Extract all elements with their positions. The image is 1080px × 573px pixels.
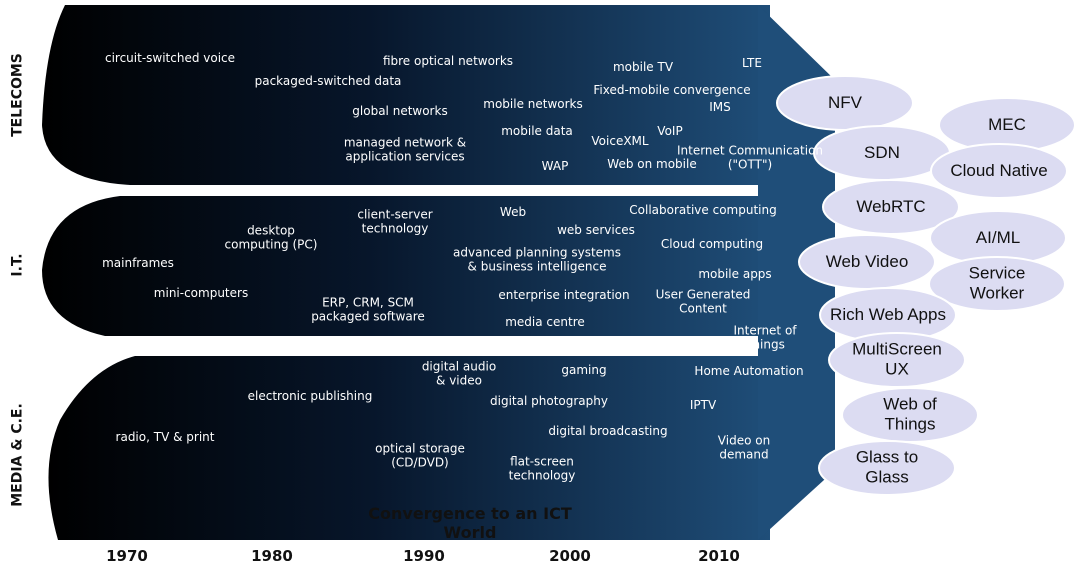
tech-label: AI/ML [975,227,1021,247]
tech-label: Web Video [825,251,909,271]
band-item: mobile networks [483,96,583,111]
band-label: MEDIA & C.E. [9,403,26,507]
band-item: flat-screen technology [508,454,576,483]
tech-label: MultiScreen UX [852,339,942,379]
tech-bubble [822,179,960,235]
band-item: advanced planning systems & business int… [453,245,621,274]
band-item: media centre [505,314,585,329]
band-item: mobile apps [698,266,772,281]
tech-label: WebRTC [856,196,926,216]
arrow-head [758,5,835,540]
band-item: VoIP [657,123,683,138]
band-item: optical storage (CD/DVD) [375,441,465,470]
tech-label: Cloud Native [950,160,1048,180]
tech-bubble [930,143,1068,199]
tech-label: Web of Things [883,394,937,434]
year-label: 2010 [698,547,740,565]
band-item: Internet Communication ("OTT") [676,143,824,172]
tech-bubble [928,256,1066,312]
band-item: fibre optical networks [382,53,514,68]
band-item: digital photography [490,393,608,408]
band-item: radio, TV & print [115,429,215,444]
it-band [42,196,770,336]
band-item: enterprise integration [498,287,630,302]
band-item: Video on demand [717,433,771,462]
band-item: mobile data [501,123,573,138]
band-item: Home Automation [694,363,804,378]
band-item: desktop computing (PC) [224,223,318,252]
year-label: 1990 [403,547,445,565]
band-item: mainframes [102,255,174,270]
band-item: Cloud computing [660,236,764,251]
band-item: LTE [742,55,762,70]
tech-label: Rich Web Apps [830,304,946,324]
band-item: ERP, CRM, SCM packaged software [311,295,425,324]
tech-bubble [818,440,956,496]
media-band [48,356,770,540]
band-item: mobile TV [612,59,674,74]
band-label: TELECOMS [9,53,26,137]
band-item: IMS [709,99,731,114]
tech-label: Service Worker [968,263,1026,303]
band-item: Fixed-mobile convergence [593,82,751,97]
band-item: User Generated Content [655,287,751,316]
band-item: electronic publishing [247,388,373,403]
year-label: 1980 [251,547,293,565]
band-item: WAP [541,158,569,173]
tech-label: Glass to Glass [855,447,919,487]
tech-label: MEC [988,114,1026,134]
band-item: packaged-switched data [254,73,402,88]
year-label: 1970 [106,547,148,565]
convergence-label: Convergence to an ICT World [368,503,572,542]
band-item: Web [499,204,527,219]
band-item: web services [557,222,635,237]
band-item: Internet of Things [733,323,797,352]
band-item: digital audio & video [421,359,497,388]
telecoms-band [42,5,770,185]
band-item: circuit-switched voice [104,50,236,65]
year-label: 2000 [549,547,591,565]
tech-label: NFV [828,92,862,112]
band-item: managed network & application services [343,135,467,164]
band-label: I.T. [9,253,26,277]
band-item: Web on mobile [607,156,697,171]
band-item: gaming [561,362,607,377]
band-item: global networks [352,103,448,118]
band-item: mini-computers [153,285,249,300]
band-item: Collaborative computing [629,202,777,217]
band-item: IPTV [689,397,717,412]
band-item: VoiceXML [591,133,649,148]
tech-bubble [828,332,966,388]
tech-label: SDN [864,142,900,162]
band-item: digital broadcasting [548,423,668,438]
band-item: client-server technology [357,207,433,236]
